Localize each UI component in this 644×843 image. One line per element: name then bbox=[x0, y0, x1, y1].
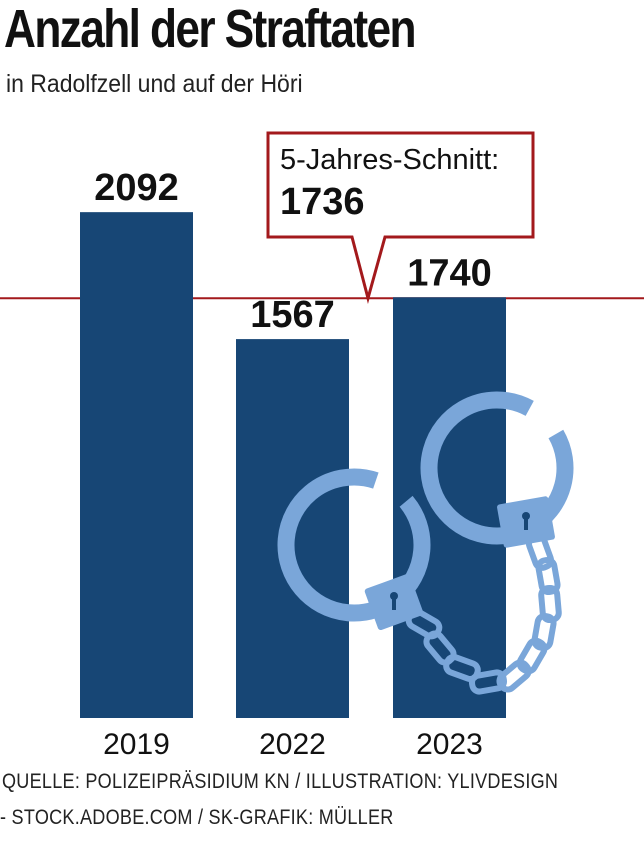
chart-subtitle: in Radolfzell und auf der Höri bbox=[6, 70, 303, 98]
source-line-2: - STOCK.ADOBE.COM / SK-GRAFIK: MÜLLER bbox=[0, 806, 394, 829]
value-label-2022: 1567 bbox=[250, 294, 335, 336]
source-line-1: QUELLE: POLIZEIPRÄSIDIUM KN / ILLUSTRATI… bbox=[2, 770, 559, 793]
average-callout bbox=[266, 131, 535, 305]
average-label: 5-Jahres-Schnitt: bbox=[280, 144, 499, 176]
average-value: 1736 bbox=[280, 181, 365, 223]
category-label-2023: 2023 bbox=[416, 728, 483, 761]
chart-title: Anzahl der Straftaten bbox=[4, 0, 417, 59]
value-label-2019: 2092 bbox=[94, 167, 179, 209]
bar-2019 bbox=[80, 212, 193, 718]
handcuffs-icon bbox=[277, 391, 574, 695]
value-label-2023: 1740 bbox=[407, 252, 492, 294]
category-label-2019: 2019 bbox=[103, 728, 170, 761]
category-label-2022: 2022 bbox=[259, 728, 326, 761]
